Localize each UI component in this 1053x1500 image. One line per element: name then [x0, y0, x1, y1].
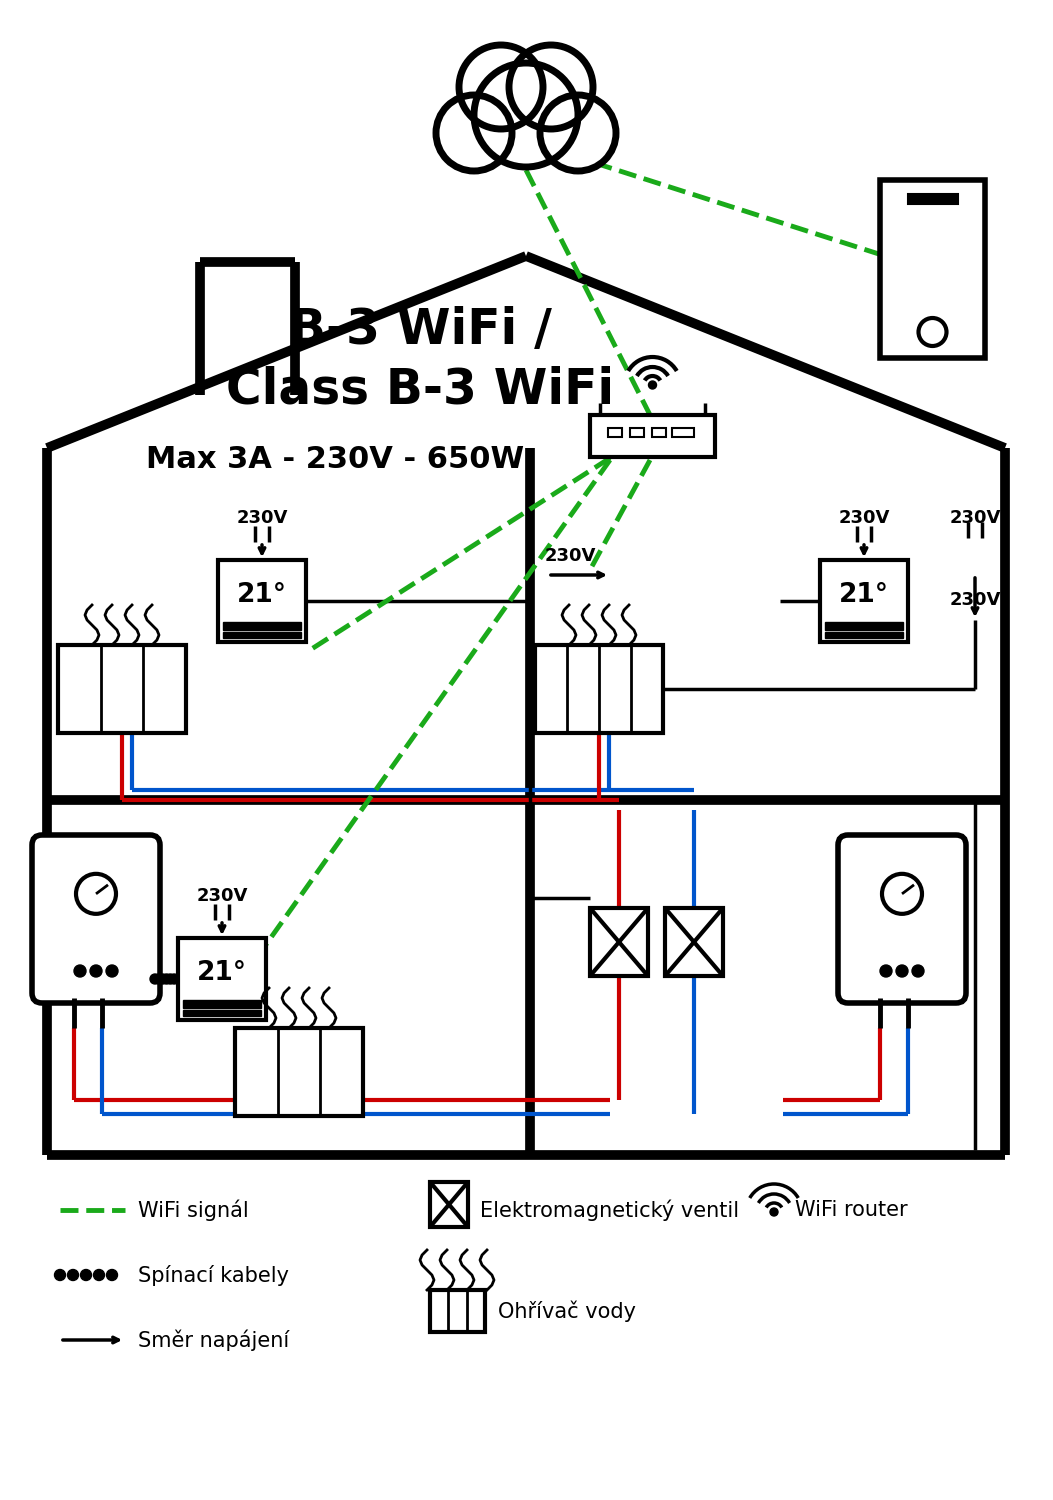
Text: Elektromagnetický ventil: Elektromagnetický ventil [480, 1200, 739, 1221]
Circle shape [896, 964, 908, 976]
Text: 230V: 230V [950, 509, 1000, 526]
Bar [178, 938, 266, 1020]
Circle shape [106, 1269, 118, 1281]
Circle shape [474, 63, 578, 167]
Circle shape [94, 1269, 104, 1281]
FancyBboxPatch shape [32, 836, 160, 1004]
Bar [908, 194, 958, 204]
Text: 21°: 21° [197, 960, 247, 986]
Bar [590, 416, 715, 458]
Text: Směr napájení: Směr napájení [138, 1329, 290, 1350]
Text: 230V: 230V [196, 886, 247, 904]
Bar [223, 632, 301, 638]
Circle shape [158, 974, 167, 984]
Text: Class B-3 WiFi: Class B-3 WiFi [226, 366, 614, 414]
Text: Spínací kabely: Spínací kabely [138, 1264, 289, 1286]
Bar [820, 560, 908, 642]
Circle shape [165, 974, 176, 984]
Text: WiFi signál: WiFi signál [138, 1200, 249, 1221]
Circle shape [912, 964, 923, 976]
Bar [535, 645, 663, 734]
Circle shape [55, 1269, 65, 1281]
Circle shape [90, 964, 102, 976]
Bar [824, 622, 903, 630]
Text: Max 3A - 230V - 650W: Max 3A - 230V - 650W [146, 446, 524, 474]
Bar [880, 180, 985, 358]
Bar [183, 1010, 261, 1016]
Text: 230V: 230V [838, 509, 890, 526]
Bar [652, 427, 665, 436]
Bar [824, 632, 903, 638]
Bar [430, 1290, 485, 1332]
Circle shape [106, 964, 118, 976]
Text: 230V: 230V [236, 509, 287, 526]
Circle shape [459, 45, 543, 129]
Bar [58, 645, 186, 734]
Text: WiFi router: WiFi router [795, 1200, 908, 1219]
Circle shape [74, 964, 86, 976]
Circle shape [540, 94, 616, 171]
Text: 230V: 230V [950, 591, 1000, 609]
Bar [183, 1000, 261, 1008]
Circle shape [154, 974, 164, 984]
Circle shape [770, 1208, 778, 1216]
Bar [235, 1028, 363, 1116]
Circle shape [161, 974, 172, 984]
Text: Ohřívač vody: Ohřívač vody [498, 1300, 636, 1322]
Bar [672, 427, 694, 436]
Text: B-3 WiFi /: B-3 WiFi / [289, 306, 552, 354]
Circle shape [509, 45, 593, 129]
Circle shape [436, 94, 512, 171]
Bar [608, 427, 622, 436]
FancyBboxPatch shape [838, 836, 966, 1004]
Text: 230V: 230V [545, 548, 596, 566]
Circle shape [880, 964, 892, 976]
Bar [430, 1182, 468, 1227]
Circle shape [170, 974, 179, 984]
Circle shape [150, 974, 160, 984]
Bar [590, 908, 648, 976]
Circle shape [649, 381, 656, 388]
Bar [218, 560, 306, 642]
Circle shape [80, 1269, 92, 1281]
Text: 21°: 21° [237, 582, 287, 608]
Bar [665, 908, 723, 976]
Bar [630, 427, 644, 436]
Circle shape [67, 1269, 79, 1281]
Bar [223, 622, 301, 630]
Text: 21°: 21° [839, 582, 889, 608]
